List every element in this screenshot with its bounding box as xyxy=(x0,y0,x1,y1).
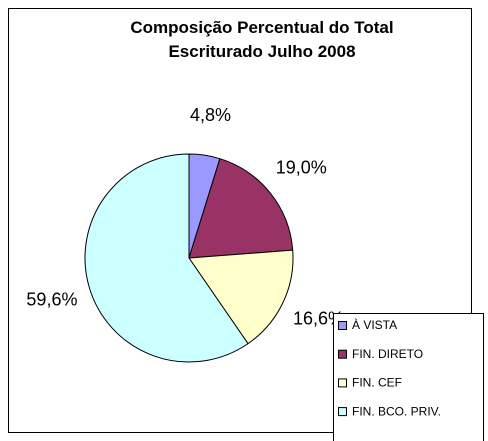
legend-box xyxy=(333,313,484,441)
legend-swatch xyxy=(338,378,347,388)
legend-label: FIN. DIRETO xyxy=(352,347,423,361)
data-label: 16,6% xyxy=(293,309,344,329)
legend-swatch xyxy=(338,349,347,359)
chart-title: Composição Percentual do Total Escritura… xyxy=(130,18,394,61)
data-label: 4,8% xyxy=(190,105,231,125)
legend-label: À VISTA xyxy=(352,317,397,332)
pie-slice xyxy=(188,249,294,345)
legend-label: FIN. CEF xyxy=(352,376,402,390)
pie-slice xyxy=(188,158,294,259)
legend-label: FIN. BCO. PRIV. xyxy=(352,404,441,418)
data-label: 19,0% xyxy=(276,157,327,177)
legend-swatch xyxy=(338,407,347,417)
pie-slice xyxy=(84,153,249,363)
data-label: 59,6% xyxy=(26,289,77,309)
legend-swatch xyxy=(338,321,347,330)
